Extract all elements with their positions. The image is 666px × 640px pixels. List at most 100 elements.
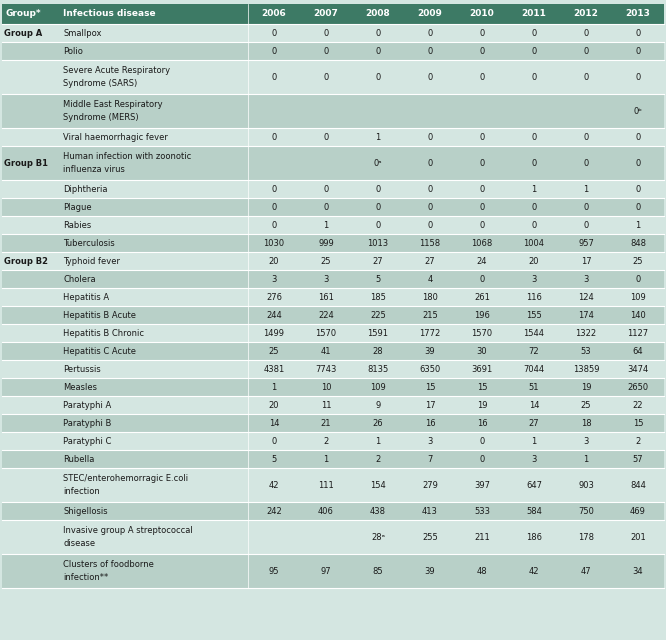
Text: 0: 0 <box>531 72 537 81</box>
Text: 2650: 2650 <box>627 383 649 392</box>
Text: 0: 0 <box>583 29 589 38</box>
Text: 0: 0 <box>428 29 433 38</box>
Text: 19: 19 <box>477 401 488 410</box>
Text: 0: 0 <box>428 159 433 168</box>
Text: 1: 1 <box>324 454 328 463</box>
Text: disease: disease <box>63 540 95 548</box>
Text: 903: 903 <box>578 481 594 490</box>
Text: 2008: 2008 <box>366 10 390 19</box>
Text: 1004: 1004 <box>523 239 545 248</box>
Bar <box>2 128 664 146</box>
Text: 7743: 7743 <box>315 365 337 374</box>
Text: 7: 7 <box>428 454 433 463</box>
Text: 116: 116 <box>526 292 542 301</box>
Text: Syndrome (MERS): Syndrome (MERS) <box>63 113 139 122</box>
Text: 2012: 2012 <box>573 10 599 19</box>
Bar <box>2 234 664 252</box>
Text: 2: 2 <box>324 436 328 445</box>
Text: 0: 0 <box>480 275 485 284</box>
Text: 39: 39 <box>425 566 436 575</box>
Text: 57: 57 <box>633 454 643 463</box>
Text: 3: 3 <box>271 275 276 284</box>
Text: Human infection with zoonotic: Human infection with zoonotic <box>63 152 191 161</box>
Text: Smallpox: Smallpox <box>63 29 101 38</box>
Text: 1: 1 <box>271 383 276 392</box>
Text: Group B2: Group B2 <box>4 257 48 266</box>
Text: Plague: Plague <box>63 202 92 211</box>
Text: 0: 0 <box>271 202 276 211</box>
Text: 0: 0 <box>271 132 276 141</box>
Text: 14: 14 <box>269 419 279 428</box>
Bar <box>2 378 664 396</box>
Text: 0: 0 <box>324 29 328 38</box>
Text: 18: 18 <box>581 419 591 428</box>
Text: 1: 1 <box>376 132 381 141</box>
Text: 109: 109 <box>370 383 386 392</box>
Text: 30: 30 <box>477 346 488 355</box>
Text: Hepatitis C Acute: Hepatitis C Acute <box>63 346 136 355</box>
Text: 1: 1 <box>635 221 641 230</box>
Text: 647: 647 <box>526 481 542 490</box>
Text: 2: 2 <box>635 436 641 445</box>
Text: 0: 0 <box>324 72 328 81</box>
Text: 42: 42 <box>269 481 279 490</box>
Text: 0: 0 <box>480 436 485 445</box>
Text: 196: 196 <box>474 310 490 319</box>
Text: 51: 51 <box>529 383 539 392</box>
Text: 0: 0 <box>376 221 381 230</box>
Text: 174: 174 <box>578 310 594 319</box>
Text: 15: 15 <box>425 383 436 392</box>
Text: 0: 0 <box>480 184 485 193</box>
Text: 6350: 6350 <box>420 365 441 374</box>
Text: 34: 34 <box>633 566 643 575</box>
Text: 124: 124 <box>578 292 594 301</box>
Text: 0: 0 <box>531 221 537 230</box>
Text: 16: 16 <box>477 419 488 428</box>
Text: 15: 15 <box>477 383 488 392</box>
Text: 3: 3 <box>583 436 589 445</box>
Text: influenza virus: influenza virus <box>63 165 125 174</box>
Text: 999: 999 <box>318 239 334 248</box>
Text: Invasive group A streptococcal: Invasive group A streptococcal <box>63 525 192 534</box>
Text: 17: 17 <box>425 401 436 410</box>
Text: 28: 28 <box>373 346 384 355</box>
Text: 0: 0 <box>480 202 485 211</box>
Text: 0: 0 <box>635 29 641 38</box>
Text: 7044: 7044 <box>523 365 545 374</box>
Text: 276: 276 <box>266 292 282 301</box>
Text: 848: 848 <box>630 239 646 248</box>
Bar <box>2 288 664 306</box>
Text: 1772: 1772 <box>420 328 441 337</box>
Text: 1: 1 <box>324 221 328 230</box>
Bar <box>2 306 664 324</box>
Text: 0: 0 <box>324 202 328 211</box>
Text: 3691: 3691 <box>472 365 493 374</box>
Text: 0: 0 <box>480 47 485 56</box>
Text: Syndrome (SARS): Syndrome (SARS) <box>63 79 137 88</box>
Text: 215: 215 <box>422 310 438 319</box>
Text: 0: 0 <box>428 202 433 211</box>
Text: 0: 0 <box>428 72 433 81</box>
Text: 5: 5 <box>271 454 276 463</box>
Bar <box>2 324 664 342</box>
Text: Cholera: Cholera <box>63 275 96 284</box>
Text: 161: 161 <box>318 292 334 301</box>
Text: 0: 0 <box>324 184 328 193</box>
Text: 26: 26 <box>373 419 384 428</box>
Text: 1570: 1570 <box>472 328 493 337</box>
Text: 0: 0 <box>531 202 537 211</box>
Text: 3: 3 <box>531 454 537 463</box>
Bar <box>2 342 664 360</box>
Text: 0: 0 <box>428 184 433 193</box>
Text: 0: 0 <box>635 132 641 141</box>
Bar <box>2 180 664 198</box>
Text: 0: 0 <box>480 29 485 38</box>
Text: 0: 0 <box>583 159 589 168</box>
Text: 1591: 1591 <box>368 328 388 337</box>
Text: Group B1: Group B1 <box>4 159 48 168</box>
Text: Hepatitis B Acute: Hepatitis B Acute <box>63 310 136 319</box>
Text: Hepatitis A: Hepatitis A <box>63 292 109 301</box>
Text: 957: 957 <box>578 239 594 248</box>
Text: 154: 154 <box>370 481 386 490</box>
Text: 13859: 13859 <box>573 365 599 374</box>
